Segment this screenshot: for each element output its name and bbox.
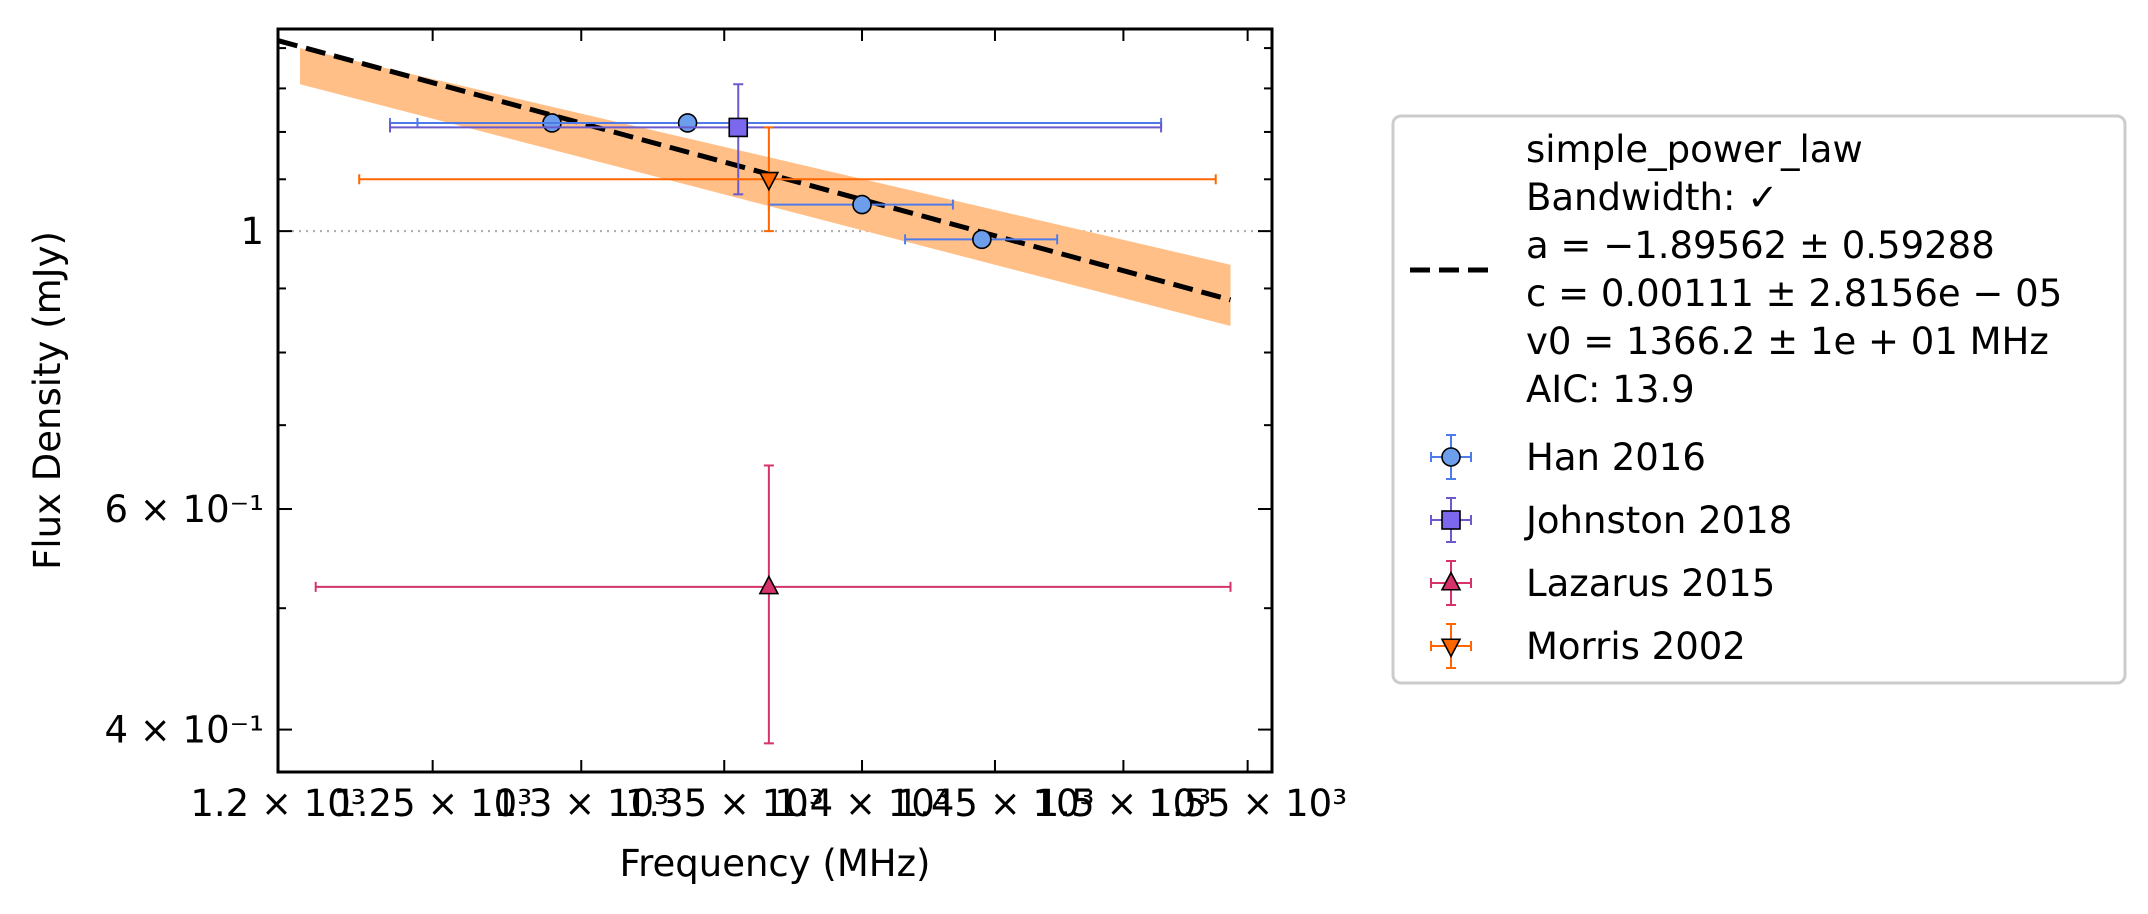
y-tick-label: 4 × 10⁻¹ [104, 709, 264, 752]
legend-fit-line: v0 = 1366.2 ± 1e + 01 MHz [1526, 320, 2049, 363]
legend: simple_power_law Bandwidth: ✓ a = −1.89562… [1391, 114, 2127, 685]
plot-frame [276, 27, 1274, 774]
data-point [758, 574, 780, 595]
x-tick-label: 1.5 × 10³ [1036, 782, 1211, 825]
legend-fit-line: c = 0.00111 ± 2.8156e − 05 [1526, 272, 2062, 315]
x-tick-label: 1.55 × 10³ [1148, 782, 1347, 825]
legend-marker [1441, 447, 1461, 467]
x-tick-label: 1.3 × 10³ [494, 782, 669, 825]
data-point [758, 171, 780, 192]
x-tick-label: 1.35 × 10³ [625, 782, 824, 825]
plot-area [278, 38, 1272, 326]
legend-marker [1440, 570, 1462, 591]
data-point [728, 117, 749, 138]
x-tick-label: 1.4 × 10³ [774, 782, 949, 825]
legend-label: Lazarus 2015 [1526, 562, 1775, 605]
legend-entry: Johnston 2018 [1430, 497, 1792, 543]
legend-fit-line: a = −1.89562 ± 0.59288 [1526, 224, 1995, 267]
legend-label: Han 2016 [1526, 436, 1706, 479]
y-tick-label: 1 [240, 210, 264, 253]
data-point [972, 229, 992, 250]
legend-marker [1440, 638, 1462, 659]
fit-uncertainty-band [300, 48, 1231, 326]
x-error-bar [358, 174, 1217, 185]
legend-entry: Morris 2002 [1430, 623, 1746, 669]
series-johnston-2018 [388, 83, 1163, 196]
y-error-bar [763, 464, 774, 745]
legend-label: Johnston 2018 [1524, 499, 1792, 542]
y-error-bar [733, 83, 744, 196]
x-tick-label: 1.2 × 10³ [190, 782, 365, 825]
x-axis-label: Frequency (MHz) [620, 842, 931, 885]
legend-box [1391, 114, 2127, 685]
legend-entry: Han 2016 [1430, 434, 1706, 480]
y-tick-label: 6 × 10⁻¹ [104, 488, 264, 531]
legend-marker [1441, 510, 1461, 530]
y-axis-label: Flux Density (mJy) [26, 231, 69, 570]
data-point [852, 194, 872, 215]
legend-fit-line: Bandwidth: ✓ [1526, 176, 1778, 219]
x-error-bar [388, 122, 1163, 133]
plot-layer [278, 38, 1272, 745]
series-morris-2002 [358, 126, 1217, 233]
data-point [677, 113, 698, 133]
series-lazarus-2015 [314, 464, 1232, 745]
x-tick-label: 1.45 × 10³ [896, 782, 1095, 825]
legend-entry: Lazarus 2015 [1430, 560, 1775, 606]
fit-line [278, 38, 1232, 303]
legend-fit-line: AIC: 13.9 [1526, 368, 1695, 411]
x-tick-label: 1.25 × 10³ [333, 782, 532, 825]
legend-fit-line: simple_power_law [1526, 128, 1863, 171]
legend-label: Morris 2002 [1526, 625, 1746, 668]
